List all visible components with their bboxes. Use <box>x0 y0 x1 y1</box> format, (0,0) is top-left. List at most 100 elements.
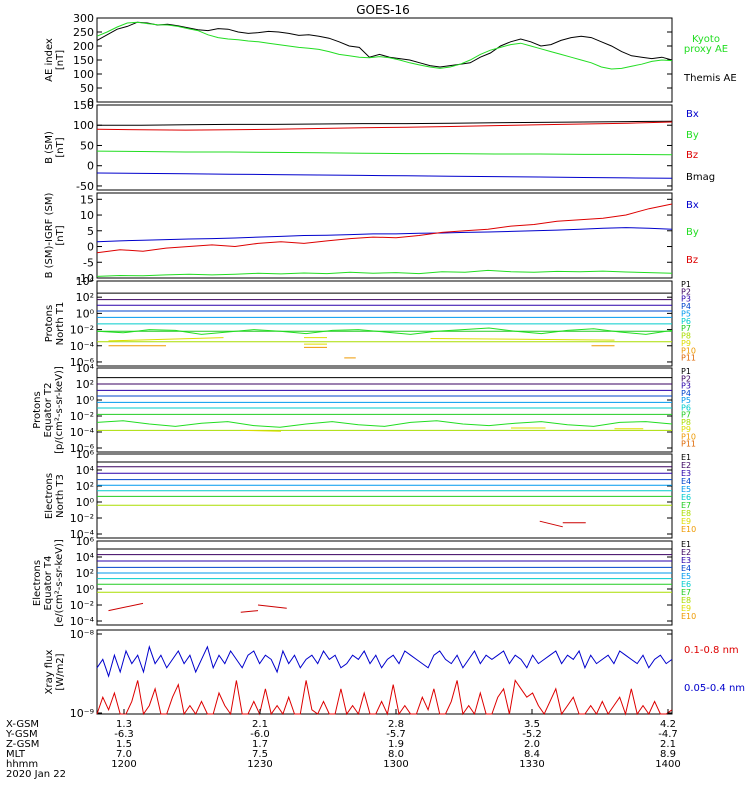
x-row-value: 1400 <box>655 759 680 770</box>
y-tick-label: 200 <box>73 40 94 53</box>
panel-bigrf <box>96 192 673 279</box>
channel-segment <box>430 337 615 341</box>
panel-bsm <box>96 104 673 191</box>
x-row-value: 1330 <box>519 759 544 770</box>
panel-e_t3 <box>96 453 673 539</box>
legend-entry: Bx <box>686 200 699 211</box>
legend-entry: E1 <box>681 453 691 462</box>
x-row-value: 2.0 <box>524 739 540 750</box>
legend-entry: P11 <box>681 440 696 449</box>
y-tick-label: 10⁻² <box>70 410 94 423</box>
y-axis-label: AE index <box>44 38 55 82</box>
panel-xray <box>96 629 673 716</box>
series-bz <box>96 203 673 254</box>
channel-segment <box>539 520 563 528</box>
channel-segment <box>108 602 144 612</box>
y-axis-label: Electrons <box>32 560 43 606</box>
y-tick-label: 150 <box>73 99 94 112</box>
y-axis-label: Protons <box>44 305 55 342</box>
x-row-value: 8.0 <box>388 749 404 760</box>
legend-entry: E8 <box>681 509 691 518</box>
legend-entry: E4 <box>681 477 691 486</box>
y-tick-label: 10⁻⁶ <box>70 356 95 369</box>
series-bx <box>96 227 673 243</box>
series-bz <box>96 121 673 131</box>
y-tick-label: 10² <box>76 378 94 391</box>
y-tick-label: 10⁻⁴ <box>70 615 95 628</box>
legend-entry: P10 <box>681 432 696 441</box>
panel-frame <box>96 540 673 626</box>
x-row-value: 1200 <box>111 759 136 770</box>
x-row-label: hhmm <box>6 759 38 770</box>
legend-entry: E9 <box>681 517 691 526</box>
y-axis-label: Equator T2 <box>43 383 54 438</box>
y-tick-label: 300 <box>73 12 94 25</box>
date-label: 2020 Jan 22 <box>6 769 66 780</box>
legend-entry: Bx <box>686 109 699 120</box>
y-tick-label: 10⁻⁴ <box>70 528 95 541</box>
panel-e_t4 <box>96 540 673 626</box>
y-tick-label: 10⁴ <box>76 362 95 375</box>
y-axis-label: B (SM)-IGRF (SM) <box>44 193 55 279</box>
legend-entry: E10 <box>681 612 696 621</box>
y-axis-label: [e/(cm²-s-sr-keV)] <box>54 539 65 627</box>
y-axis-label: North T1 <box>55 302 66 346</box>
x-row-value: -5.7 <box>386 729 406 740</box>
legend-entry: Bmag <box>686 172 715 183</box>
channel-segment <box>108 337 224 342</box>
legend-entry: P8 <box>681 332 691 341</box>
series-kyoto-proxy-ae <box>96 21 673 70</box>
legend-entry: E3 <box>681 469 691 478</box>
y-tick-label: 10⁻⁶ <box>70 442 95 455</box>
y-tick-label: 0 <box>87 96 94 109</box>
x-row-value: 1.3 <box>116 719 132 730</box>
legend-entry: E7 <box>681 588 691 597</box>
legend-entry: P8 <box>681 418 691 427</box>
x-row-value: 1230 <box>247 759 272 770</box>
legend-entry: 0.1-0.8 nm <box>684 645 739 656</box>
panel-frame <box>96 367 673 453</box>
x-row-value: 3.5 <box>524 719 540 730</box>
legend-entry: E7 <box>681 501 691 510</box>
legend-entry: E5 <box>681 572 691 581</box>
y-tick-label: 10⁰ <box>76 496 95 509</box>
panel-frame <box>96 192 673 279</box>
channel-segment <box>240 610 259 613</box>
channel-wiggle <box>96 327 673 335</box>
y-tick-label: 10⁰ <box>76 583 95 596</box>
legend-entry: E3 <box>681 556 691 565</box>
y-tick-label: 10⁰ <box>76 394 95 407</box>
panel-frame <box>96 629 673 715</box>
x-row-label: X-GSM <box>6 719 39 730</box>
x-row-value: 8.4 <box>524 749 540 760</box>
panel-p_t2 <box>96 367 673 453</box>
legend-entry: P2 <box>681 287 691 296</box>
legend-entry: P11 <box>681 354 696 363</box>
x-row-value: 2.1 <box>660 739 676 750</box>
series-by <box>96 150 673 156</box>
legend-entry: P5 <box>681 309 691 318</box>
series-bx <box>96 172 673 179</box>
y-axis-label: Xray flux <box>44 650 55 695</box>
panel-ae <box>96 17 673 103</box>
series-xray-long <box>96 679 673 716</box>
x-row-label: MLT <box>6 749 26 760</box>
y-tick-label: 10⁻⁸ <box>70 628 95 641</box>
x-row-value: 2.8 <box>388 719 404 730</box>
x-row-value: 4.2 <box>660 719 676 730</box>
legend-entry: E4 <box>681 564 691 573</box>
x-row-value: 7.5 <box>252 749 268 760</box>
y-tick-label: 10⁻⁴ <box>70 426 95 439</box>
legend-entry: Bz <box>686 255 698 266</box>
legend-entry: E1 <box>681 540 691 549</box>
y-axis-label: [p/(cm²-s-sr-keV)] <box>54 366 65 454</box>
y-tick-label: 10⁰ <box>76 307 95 320</box>
legend-entry: By <box>686 227 699 238</box>
y-tick-label: 10⁴ <box>76 464 95 477</box>
legend-entry: Bz <box>686 150 698 161</box>
legend-entry: By <box>686 130 699 141</box>
legend-entry: P6 <box>681 403 691 412</box>
y-tick-label: 5 <box>87 225 94 238</box>
